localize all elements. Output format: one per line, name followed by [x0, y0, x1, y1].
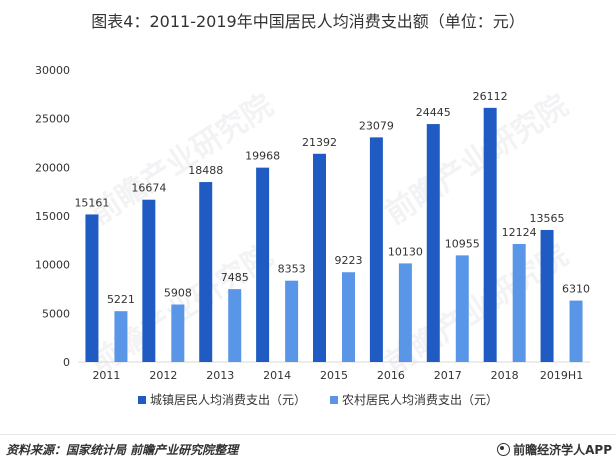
legend-urban-swatch	[138, 396, 146, 404]
y-tick-label: 0	[63, 356, 70, 369]
brand-label: 前瞻经济学人APP	[497, 441, 612, 458]
x-tick-label: 2015	[320, 369, 348, 382]
x-tick-label: 2016	[377, 369, 405, 382]
data-label-rural: 10955	[445, 237, 480, 250]
data-label-rural: 10130	[388, 245, 423, 258]
data-label-urban: 15161	[74, 196, 109, 209]
chart-title: 图表4：2011-2019年中国居民人均消费支出额（单位：元）	[91, 12, 525, 31]
x-tick-label: 2014	[263, 369, 291, 382]
x-tick-label: 2019H1	[540, 369, 583, 382]
brand-logo-icon	[497, 443, 511, 456]
data-label-rural: 7485	[221, 271, 249, 284]
data-label-rural: 5221	[107, 293, 135, 306]
bar-rural	[285, 280, 299, 362]
bar-rural	[342, 272, 355, 362]
bar-rural	[171, 304, 185, 362]
data-label-urban: 21392	[302, 136, 337, 149]
bar-urban	[483, 107, 497, 362]
bar-urban	[369, 137, 383, 362]
bar-rural	[512, 243, 526, 362]
bar-rural	[455, 255, 469, 362]
x-tick-label: 2017	[434, 369, 462, 382]
x-tick-label: 2012	[149, 369, 177, 382]
data-label-urban: 23079	[359, 119, 394, 132]
bar-rural	[228, 289, 242, 362]
x-tick-label: 2013	[206, 369, 234, 382]
legend-rural-swatch	[330, 396, 338, 404]
data-label-rural: 6310	[562, 283, 590, 296]
y-tick-label: 20000	[35, 161, 70, 174]
bar-urban	[142, 199, 156, 362]
bar-urban	[199, 182, 213, 362]
x-tick-label: 2018	[491, 369, 519, 382]
y-tick-label: 15000	[35, 210, 70, 223]
data-label-urban: 16674	[131, 182, 166, 195]
data-label-urban: 13565	[530, 212, 565, 225]
bar-urban	[85, 214, 99, 362]
y-tick-label: 30000	[35, 64, 70, 77]
y-tick-label: 5000	[42, 307, 70, 320]
legend-urban-label: 城镇居民人均消费支出（元）	[150, 393, 306, 407]
data-label-rural: 8353	[278, 263, 306, 276]
footer-divider	[0, 434, 616, 435]
bar-urban	[426, 124, 440, 362]
data-label-urban: 26112	[473, 90, 508, 103]
bar-rural	[114, 311, 128, 362]
bar-rural	[569, 300, 583, 362]
bar-urban	[313, 153, 326, 362]
data-label-urban: 24445	[416, 106, 451, 119]
data-label-rural: 5908	[164, 286, 192, 299]
data-label-rural: 12124	[502, 226, 537, 239]
bar-rural	[398, 263, 412, 362]
brand-text: 前瞻经济学人APP	[513, 443, 612, 457]
source-note: 资料来源：国家统计局 前瞻产业研究院整理	[6, 443, 239, 457]
bar-urban	[540, 229, 554, 362]
x-tick-label: 2011	[92, 369, 120, 382]
data-label-rural: 9223	[335, 254, 363, 267]
bar-urban	[256, 167, 270, 362]
data-label-urban: 18488	[188, 164, 223, 177]
data-label-urban: 19968	[245, 150, 280, 163]
y-tick-label: 25000	[35, 113, 70, 126]
legend-rural-label: 农村居民人均消费支出（元）	[342, 393, 498, 407]
y-tick-label: 10000	[35, 259, 70, 272]
